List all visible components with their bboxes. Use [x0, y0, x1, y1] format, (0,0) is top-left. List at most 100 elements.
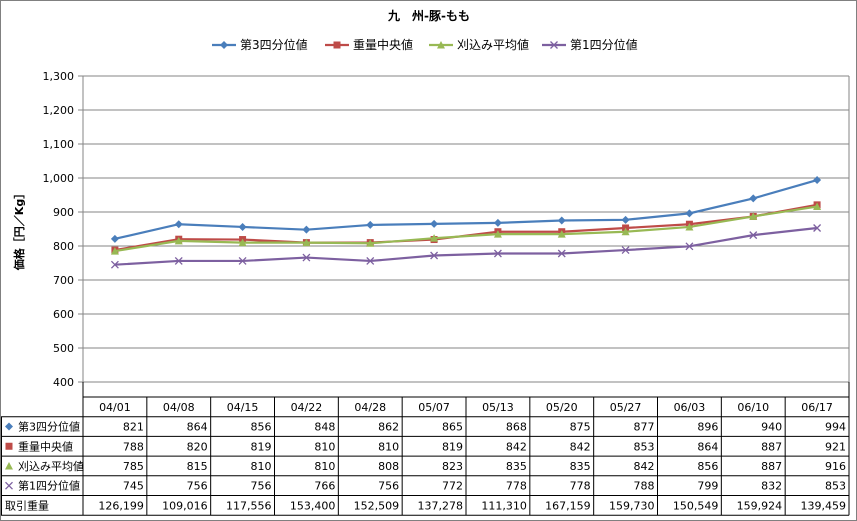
data-label: 153,400 [290, 499, 336, 512]
data-point [302, 238, 311, 247]
data-label: 865 [442, 421, 463, 434]
data-point [557, 230, 566, 238]
y-tick-label: 1,000 [43, 172, 75, 185]
table-legend-key [5, 481, 13, 490]
data-label: 167,159 [545, 499, 591, 512]
table-legend-key [5, 442, 13, 450]
table-legend-key [5, 422, 13, 431]
data-label: 856 [697, 460, 718, 473]
data-label: 756 [187, 480, 208, 493]
y-tick-label: 700 [53, 274, 74, 287]
data-point [685, 209, 694, 218]
data-label: 853 [634, 440, 655, 453]
data-point [238, 257, 247, 265]
x-tick-label: 06/03 [674, 401, 706, 414]
data-point [557, 249, 566, 258]
data-point [813, 202, 822, 211]
data-point [430, 219, 439, 228]
legend-marker [333, 41, 341, 49]
table-row-header: 取引重量 [5, 498, 49, 512]
data-point [430, 251, 439, 260]
data-point [430, 234, 439, 242]
data-label: 877 [634, 421, 655, 434]
data-label: 819 [251, 440, 272, 453]
data-label: 766 [314, 480, 335, 493]
series-line [114, 178, 818, 240]
legend-marker [437, 41, 445, 49]
data-label: 868 [506, 421, 527, 434]
data-label: 896 [697, 421, 718, 434]
data-label: 921 [825, 440, 846, 453]
y-tick-label: 1,300 [43, 70, 75, 83]
y-tick-label: 900 [53, 206, 74, 219]
data-label: 835 [570, 460, 591, 473]
data-point [302, 253, 311, 262]
data-label: 819 [442, 440, 463, 453]
y-tick-label: 1,100 [43, 138, 75, 151]
data-label: 756 [251, 480, 272, 493]
data-label: 808 [378, 460, 399, 473]
data-label: 821 [123, 421, 144, 434]
data-label: 835 [506, 460, 527, 473]
data-point [493, 249, 502, 258]
legend-label: 第3四分位値 [240, 37, 308, 52]
legend-entry: 重量中央値 [325, 37, 413, 52]
legend-label: 第1四分位値 [570, 37, 638, 52]
plot-border [82, 76, 850, 382]
data-label: 916 [825, 460, 846, 473]
y-axis-label: 価格［円／Kg］ [12, 188, 26, 271]
data-label: 785 [123, 460, 144, 473]
data-label: 842 [570, 440, 591, 453]
y-tick-label: 400 [53, 376, 74, 389]
data-label: 778 [506, 480, 527, 493]
data-label: 788 [634, 480, 655, 493]
x-tick-label: 06/10 [737, 401, 769, 414]
x-tick-label: 05/13 [482, 401, 514, 414]
data-label: 139,459 [801, 499, 847, 512]
data-point [621, 227, 630, 236]
data-point [366, 257, 375, 265]
data-point [174, 257, 183, 265]
data-point [238, 238, 247, 247]
data-point [621, 246, 630, 255]
data-point [174, 220, 183, 229]
data-label: 810 [251, 460, 272, 473]
data-label: 756 [378, 480, 399, 493]
data-point [685, 222, 694, 231]
data-label: 864 [697, 440, 718, 453]
data-label: 788 [123, 440, 144, 453]
y-tick-label: 800 [53, 240, 74, 253]
data-point [366, 239, 375, 247]
legend-label: 重量中央値 [353, 37, 413, 52]
x-tick-label: 05/20 [546, 401, 578, 414]
chart-title: 九 州-豚-もも [387, 8, 470, 23]
data-point [749, 231, 758, 240]
series-1 [110, 176, 822, 243]
data-label: 109,016 [162, 499, 208, 512]
table-row-header: 第1四分位値 [18, 479, 80, 493]
table-row-header: 刈込み平均値 [18, 460, 84, 473]
data-label: 137,278 [418, 499, 464, 512]
data-label: 150,549 [673, 499, 719, 512]
data-point [749, 194, 758, 203]
data-label: 778 [570, 480, 591, 493]
data-label: 875 [570, 421, 591, 434]
y-tick-label: 1,200 [43, 104, 75, 117]
data-label: 810 [314, 440, 335, 453]
data-point [366, 220, 375, 229]
data-point [493, 218, 502, 227]
y-tick-labels: 400 500 600 700 800 900 1,000 1,100 1,200 1,300 [43, 70, 75, 389]
legend-entry: 刈込み平均値 [429, 37, 529, 52]
legend-entry: 第1四分位値 [542, 37, 638, 52]
legend-marker [550, 41, 558, 49]
table-row-header: 重量中央値 [18, 439, 73, 453]
data-point [621, 215, 630, 224]
data-label: 862 [378, 421, 399, 434]
data-point [110, 234, 119, 243]
series-line [114, 205, 818, 253]
data-point [813, 176, 822, 185]
data-label: 832 [761, 480, 782, 493]
data-label: 887 [761, 440, 782, 453]
data-label: 853 [825, 480, 846, 493]
